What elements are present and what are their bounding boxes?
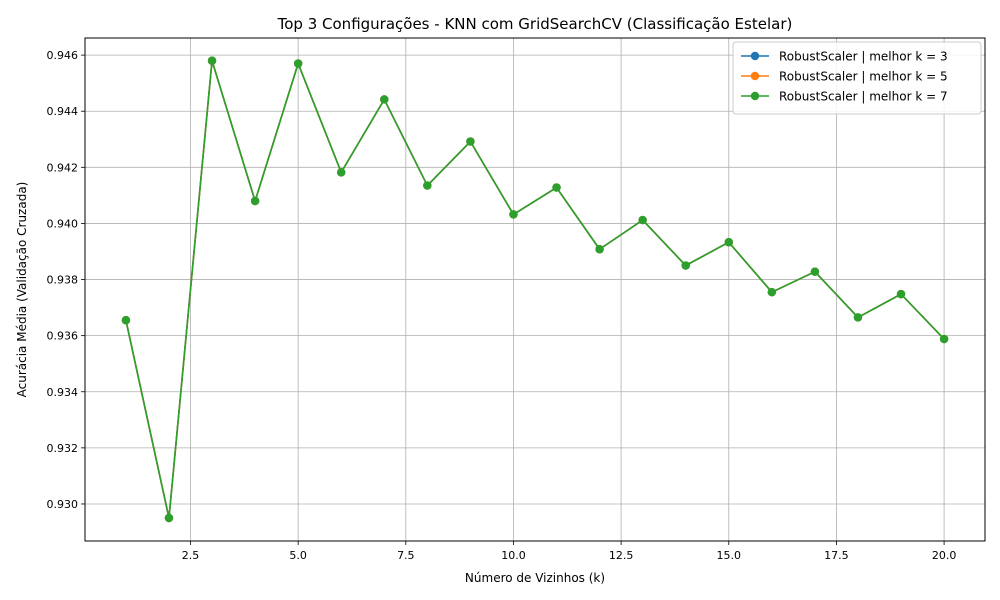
data-point — [552, 183, 561, 192]
legend-label: RobustScaler | melhor k = 7 — [779, 90, 948, 104]
legend-marker — [750, 91, 760, 101]
data-point — [337, 168, 346, 177]
data-point — [939, 334, 949, 344]
legend: RobustScaler | melhor k = 3 RobustScaler … — [732, 41, 982, 115]
data-point — [250, 196, 260, 206]
data-point — [207, 56, 217, 65]
legend-label: RobustScaler | melhor k = 3 — [779, 50, 948, 64]
chart-title: Top 3 Configurações - KNN com GridSearch… — [277, 15, 793, 33]
series-line-1 — [125, 59, 945, 519]
x-axis-label: Número de Vizinhos (k) — [465, 571, 605, 585]
data-point — [423, 181, 432, 190]
y-tick-label: 0.934 — [47, 386, 79, 399]
series-layer — [121, 56, 949, 523]
y-tick-label: 0.938 — [47, 274, 79, 287]
x-tick-label: 2.5 — [182, 549, 200, 562]
legend-marker — [750, 51, 760, 61]
series-line-3 — [125, 59, 945, 519]
plot-frame — [84, 37, 986, 542]
y-tick-label: 0.942 — [47, 161, 79, 174]
data-point — [380, 95, 389, 104]
data-point — [638, 215, 647, 225]
x-tick-label: 20.0 — [932, 549, 957, 562]
x-tick-label: 15.0 — [717, 549, 742, 562]
data-point — [896, 289, 906, 299]
data-point — [466, 137, 475, 146]
x-tick-label: 12.5 — [609, 549, 634, 562]
data-point — [121, 316, 131, 325]
data-point — [767, 287, 777, 297]
series-line-2 — [125, 59, 945, 519]
legend-label: RobustScaler | melhor k = 5 — [779, 70, 948, 84]
y-tick-label: 0.940 — [47, 217, 79, 230]
y-tick-label: 0.930 — [47, 498, 79, 511]
data-point — [681, 261, 690, 270]
y-tick-label: 0.932 — [47, 442, 79, 455]
data-point — [810, 267, 820, 276]
data-point — [164, 513, 174, 523]
y-tick-label: 0.944 — [47, 105, 79, 118]
x-tick-label: 17.5 — [824, 549, 849, 562]
data-point — [293, 59, 303, 68]
x-tick-label: 7.5 — [397, 549, 415, 562]
y-axis-label: Acurácia Média (Validação Cruzada) — [15, 182, 29, 398]
data-point — [595, 245, 604, 254]
legend-box — [732, 41, 982, 115]
data-point — [853, 313, 863, 322]
y-tick-label: 0.936 — [47, 330, 79, 343]
y-tick-label: 0.946 — [47, 49, 79, 62]
data-point — [724, 238, 733, 247]
x-tick-label: 10.0 — [501, 549, 526, 562]
data-point — [509, 210, 518, 219]
x-tick-label: 5.0 — [289, 549, 307, 562]
legend-marker — [750, 71, 760, 81]
axes: 2.5 5.0 7.5 10.0 12.5 15.0 17.5 20.0 0.930 0.932 0… — [47, 49, 957, 562]
grid — [85, 38, 985, 541]
